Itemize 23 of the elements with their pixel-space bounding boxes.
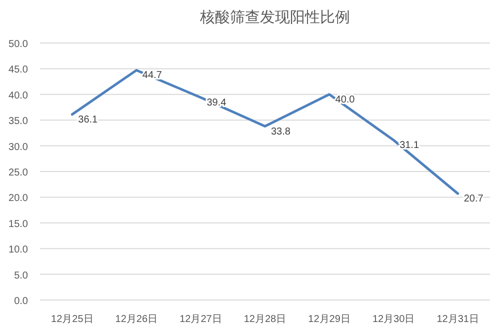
y-tick-label: 25.0: [8, 168, 28, 178]
x-tick-label: 12月29日: [308, 314, 350, 325]
y-tick-label: 30.0: [8, 142, 28, 153]
y-tick-label: 40.0: [8, 90, 28, 102]
x-tick-label: 12月27日: [180, 314, 222, 325]
y-tick-label: 35.0: [8, 116, 28, 128]
y-tick-label: 5.0: [14, 270, 28, 282]
y-tick-label: 0.0: [14, 296, 28, 307]
x-tick-label: 12月26日: [115, 314, 158, 325]
title: 核酸筛查发现阳性比例: [200, 9, 350, 26]
data-label: 20.7: [464, 194, 484, 205]
x-tick-label: 12月31日: [436, 314, 479, 325]
y-tick-label: 10.0: [8, 244, 28, 256]
y-tick-label: 50.0: [8, 39, 28, 50]
y-tick-label: 20.0: [8, 193, 28, 204]
y-tick-label: 45.0: [8, 64, 28, 76]
x-tick-label: 12月30日: [372, 314, 415, 325]
line-series: [70, 68, 460, 195]
y-tick-label: 15.0: [8, 218, 28, 230]
x-tick-label: 12月25日: [51, 314, 94, 325]
data-label: 33.8: [271, 126, 291, 138]
data-label: 36.1: [78, 114, 98, 126]
x-tick-label: 12月28日: [244, 314, 286, 325]
